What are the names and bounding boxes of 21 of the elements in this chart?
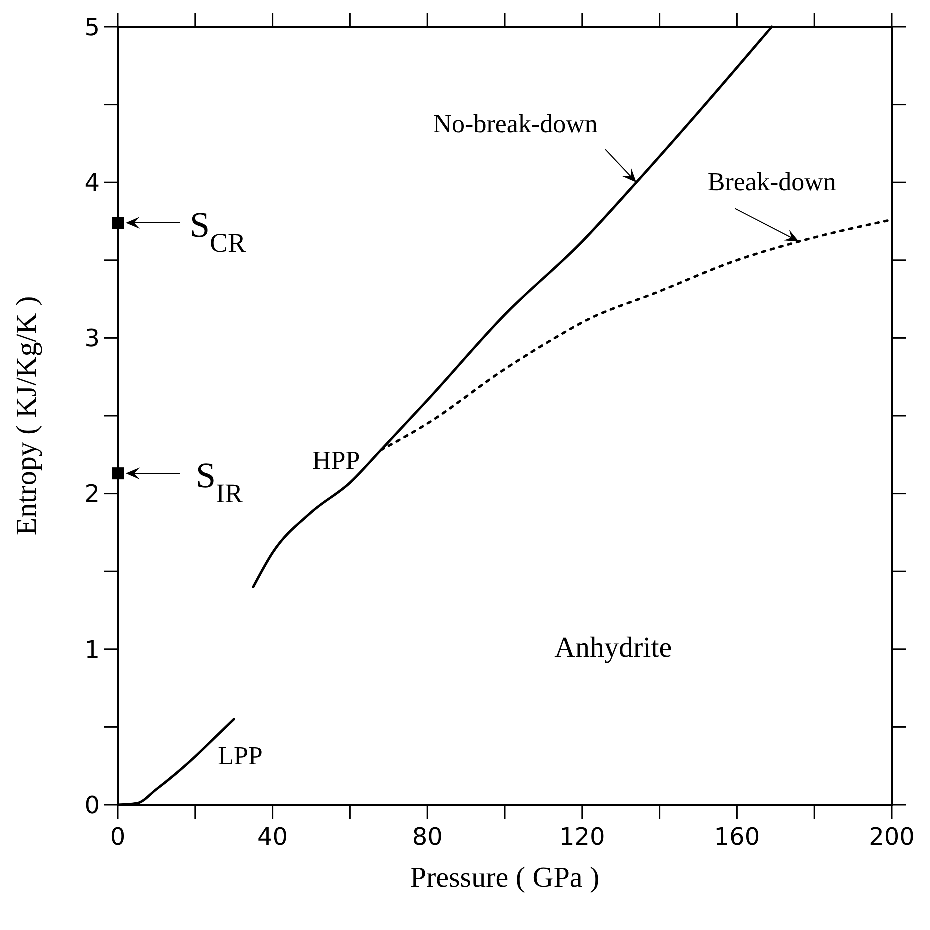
x-tick-label: 160 — [714, 823, 760, 851]
x-tick-label: 0 — [110, 823, 126, 851]
y-tick-label: 5 — [84, 13, 100, 42]
annotation: Anhydrite — [554, 632, 672, 664]
x-tick-label: 40 — [258, 823, 288, 851]
y-tick-label: 3 — [84, 324, 100, 353]
annotation: LPP — [218, 741, 263, 770]
x-tick-label: 120 — [559, 823, 606, 851]
annotation: S$_{CR}$ — [190, 205, 246, 258]
x-tick-label: 200 — [869, 823, 915, 851]
x-tick-label: 80 — [412, 823, 443, 851]
y-tick-label: 4 — [84, 169, 100, 197]
annotation: Break-down — [708, 168, 836, 197]
y-tick-label: 0 — [84, 791, 100, 820]
annotation: S$_{IR}$ — [196, 456, 244, 509]
y-axis-title: Entropy ( KJ/Kg/K ) — [11, 296, 43, 536]
x-axis-title: Pressure ( GPa ) — [410, 862, 600, 894]
y-tick-label: 2 — [84, 480, 100, 508]
y-tick-label: 1 — [84, 636, 100, 664]
annotation: No-break-down — [433, 110, 598, 139]
annotation: HPP — [312, 446, 360, 476]
